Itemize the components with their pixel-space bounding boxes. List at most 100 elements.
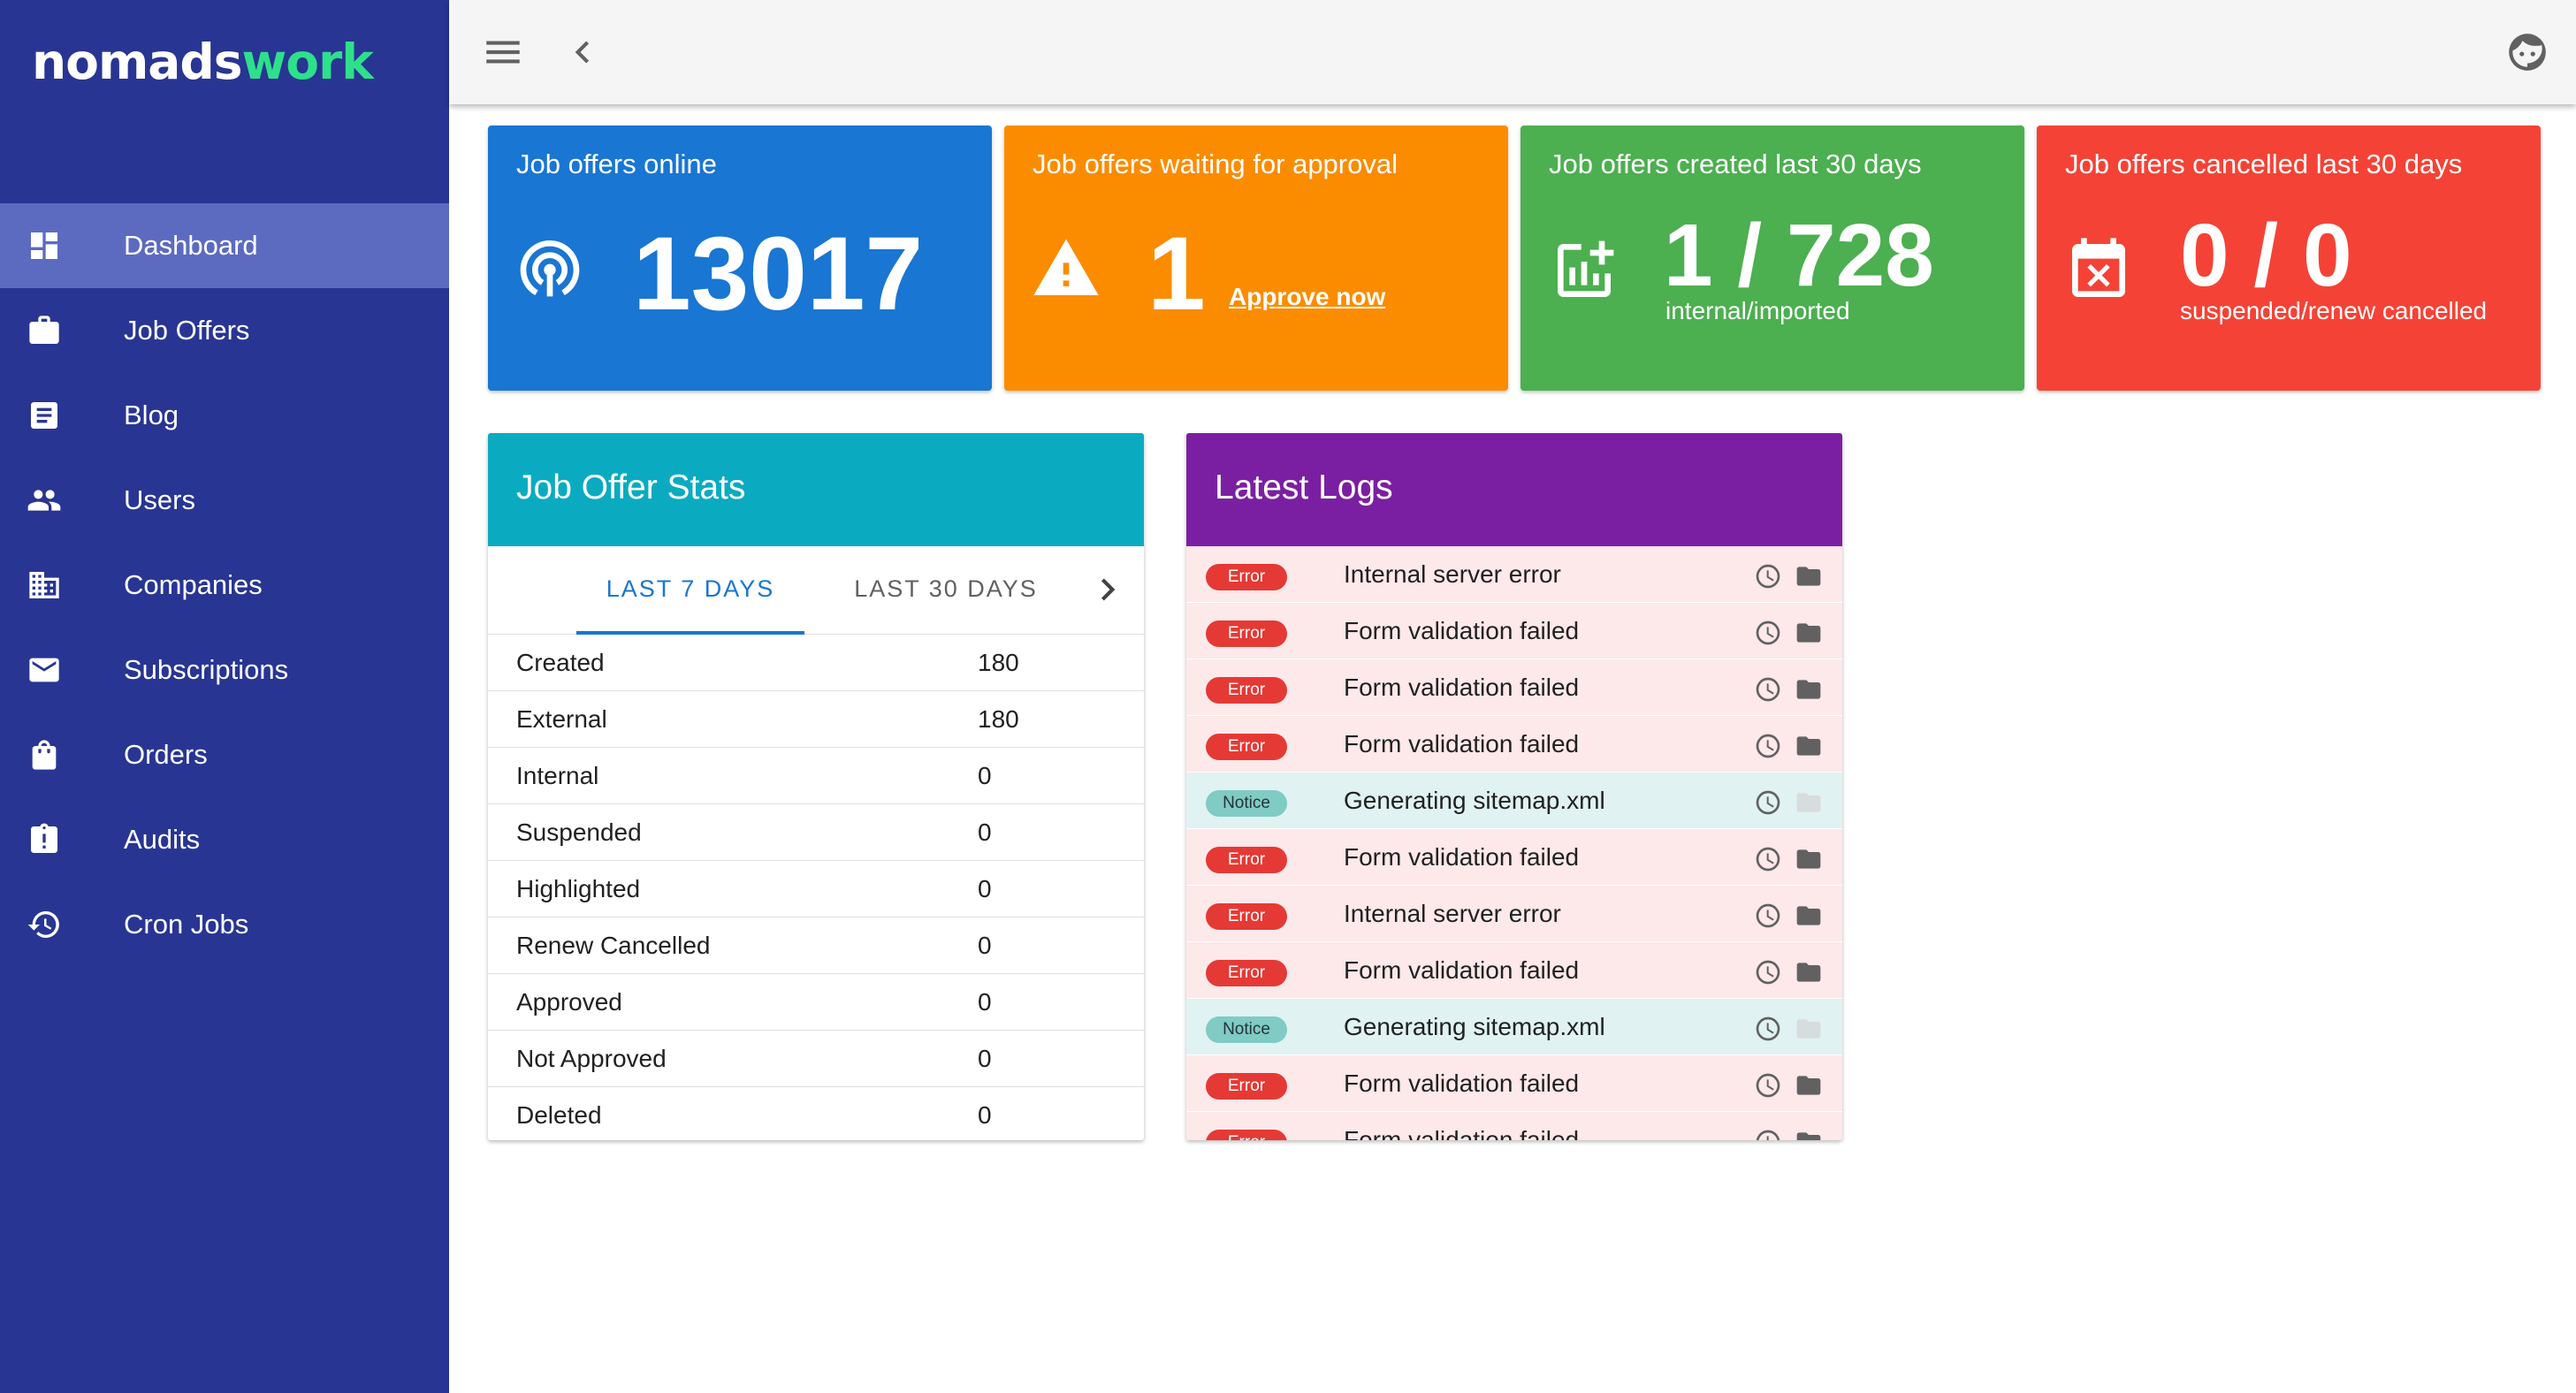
folder-icon[interactable] <box>1795 1128 1823 1140</box>
mail-icon <box>27 652 62 688</box>
log-level-badge: Error <box>1206 960 1287 986</box>
jobs-online-value: 13017 <box>633 216 924 332</box>
stat-value: 0 <box>978 932 992 959</box>
table-row: Not Approved 0 <box>488 1031 1144 1087</box>
card-jobs-waiting: Job offers waiting for approval 1 Approv… <box>1004 126 1508 391</box>
folder-icon[interactable] <box>1795 619 1823 647</box>
folder-icon[interactable] <box>1795 562 1823 590</box>
clock-icon[interactable] <box>1754 1015 1782 1043</box>
card-title: Job offers cancelled last 30 days <box>2065 148 2463 179</box>
tab-last-7-days[interactable]: LAST 7 DAYS <box>606 575 775 602</box>
log-row[interactable]: Error Form validation failed <box>1186 1055 1842 1112</box>
log-row[interactable]: Notice Generating sitemap.xml <box>1186 999 1842 1055</box>
people-icon <box>27 483 62 518</box>
clock-icon[interactable] <box>1754 732 1782 760</box>
folder-icon[interactable] <box>1795 902 1823 930</box>
table-row: Suspended 0 <box>488 804 1144 861</box>
log-level-badge: Error <box>1206 677 1287 704</box>
log-list[interactable]: Error Internal server error Error Form vali… <box>1186 546 1842 1140</box>
clock-icon[interactable] <box>1754 902 1782 930</box>
log-row[interactable]: Error Form validation failed <box>1186 603 1842 659</box>
panel-title: Job Offer Stats <box>516 468 746 506</box>
log-level-badge: Error <box>1206 1130 1287 1140</box>
sidebar-item-dashboard[interactable]: Dashboard <box>0 203 449 288</box>
menu-icon[interactable] <box>481 30 525 74</box>
folder-icon[interactable] <box>1795 732 1823 760</box>
folder-icon[interactable] <box>1795 958 1823 986</box>
sidebar-item-companies[interactable]: Companies <box>0 543 449 628</box>
folder-icon[interactable] <box>1795 845 1823 873</box>
clock-icon[interactable] <box>1754 788 1782 817</box>
stat-label: Internal <box>516 762 599 789</box>
stat-value: 0 <box>978 762 992 789</box>
clock-icon[interactable] <box>1754 1071 1782 1100</box>
sidebar-item-audits[interactable]: Audits <box>0 797 449 882</box>
log-row[interactable]: Error Internal server error <box>1186 546 1842 603</box>
app-logo[interactable]: nomadswork <box>32 34 374 90</box>
log-row[interactable]: Error Form validation failed <box>1186 829 1842 886</box>
sidebar-item-label: Audits <box>124 824 201 855</box>
jobs-waiting-value: 1 <box>1147 216 1206 332</box>
event-cancel-icon <box>2063 235 2134 306</box>
briefcase-icon <box>27 313 62 348</box>
logo-text-primary: nomads <box>32 34 242 90</box>
card-title: Job offers online <box>516 148 717 179</box>
log-row[interactable]: Error Internal server error <box>1186 886 1842 942</box>
face-icon[interactable] <box>2505 30 2549 74</box>
stat-label: Created <box>516 649 605 676</box>
sidebar-nav: Dashboard Job Offers Blog Users Companies Sub… <box>0 203 449 967</box>
sidebar-item-users[interactable]: Users <box>0 458 449 543</box>
panel-header: Latest Logs <box>1186 433 1842 546</box>
restore-icon <box>27 907 62 942</box>
approve-now-link[interactable]: Approve now <box>1229 283 1386 310</box>
log-level-badge: Error <box>1206 903 1287 930</box>
sidebar-item-label: Cron Jobs <box>124 909 249 940</box>
log-row[interactable]: Error Form validation failed <box>1186 659 1842 716</box>
sidebar-item-label: Users <box>124 484 195 515</box>
logo-text-accent: work <box>241 34 373 90</box>
stats-tabs: LAST 7 DAYS LAST 30 DAYS <box>488 546 1144 635</box>
chevron-right-icon[interactable] <box>1086 567 1130 612</box>
broadcast-icon <box>514 232 585 302</box>
sidebar-item-orders[interactable]: Orders <box>0 712 449 797</box>
card-title: Job offers created last 30 days <box>1549 148 1922 179</box>
folder-icon[interactable] <box>1795 788 1823 817</box>
log-row[interactable]: Notice Generating sitemap.xml <box>1186 773 1842 829</box>
sidebar-item-job-offers[interactable]: Job Offers <box>0 288 449 373</box>
log-level-badge: Error <box>1206 620 1287 647</box>
clock-icon[interactable] <box>1754 562 1782 590</box>
clock-icon[interactable] <box>1754 958 1782 986</box>
table-row: Approved 0 <box>488 974 1144 1031</box>
panel-title: Latest Logs <box>1215 468 1393 506</box>
sidebar-item-subscriptions[interactable]: Subscriptions <box>0 628 449 712</box>
table-row: Internal 0 <box>488 748 1144 804</box>
stat-label: Not Approved <box>516 1045 667 1072</box>
folder-icon[interactable] <box>1795 1015 1823 1043</box>
log-row[interactable]: Error Form validation failed <box>1186 942 1842 999</box>
log-message: Form validation failed <box>1344 1069 1580 1097</box>
card-jobs-online: Job offers online 13017 <box>488 126 992 391</box>
folder-icon[interactable] <box>1795 675 1823 704</box>
shopping-bag-icon <box>27 737 62 773</box>
add-chart-icon <box>1549 235 1620 306</box>
log-row[interactable]: Error Form validation failed <box>1186 716 1842 773</box>
log-row[interactable]: Error Form validation failed <box>1186 1112 1842 1140</box>
tab-last-30-days[interactable]: LAST 30 DAYS <box>854 575 1038 602</box>
folder-icon[interactable] <box>1795 1071 1823 1100</box>
log-message: Form validation failed <box>1344 1126 1580 1140</box>
sidebar-item-blog[interactable]: Blog <box>0 373 449 458</box>
stat-value: 0 <box>978 818 992 846</box>
business-icon <box>27 567 62 603</box>
log-level-badge: Error <box>1206 1073 1287 1100</box>
sidebar-item-label: Dashboard <box>124 230 258 261</box>
sidebar-item-cron-jobs[interactable]: Cron Jobs <box>0 882 449 967</box>
clock-icon[interactable] <box>1754 675 1782 704</box>
stat-label: Suspended <box>516 818 642 846</box>
top-app-bar <box>449 0 2576 104</box>
chevron-left-icon[interactable] <box>560 30 605 74</box>
log-level-badge: Error <box>1206 734 1287 760</box>
clock-icon[interactable] <box>1754 619 1782 647</box>
clock-icon[interactable] <box>1754 845 1782 873</box>
jobs-created-value: 1 / 728 <box>1664 206 1934 305</box>
clock-icon[interactable] <box>1754 1128 1782 1140</box>
